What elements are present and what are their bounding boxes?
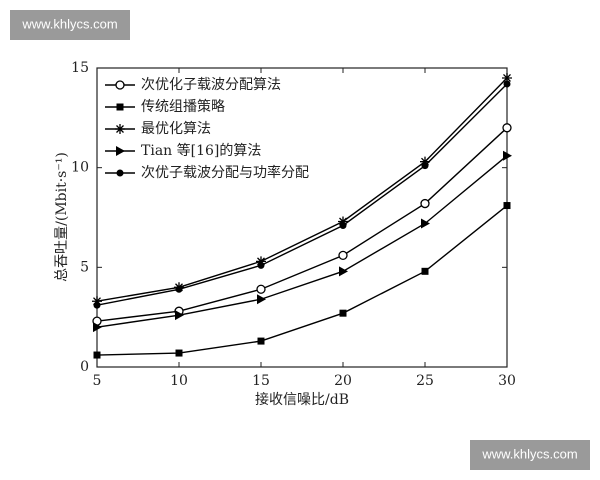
marker: [338, 216, 348, 227]
watermark-box: [10, 10, 130, 40]
watermark: www.khlycs.com: [481, 446, 577, 461]
series-line: [96, 204, 508, 356]
marker: [420, 156, 430, 167]
marker: [115, 124, 125, 134]
marker: [175, 310, 184, 321]
marker: [116, 169, 124, 177]
marker: [421, 162, 429, 170]
marker: [421, 267, 429, 275]
series-line: [96, 77, 508, 302]
series-line: [96, 127, 508, 322]
series-line: [96, 155, 508, 328]
y-axis-label: 总吞吐量/(Mbit·s⁻¹): [54, 152, 70, 282]
x-tick-label: 5: [93, 373, 102, 389]
marker: [256, 256, 266, 267]
y-tick-label: 0: [80, 359, 89, 375]
legend-label: Tian 等[16]的算法: [141, 142, 261, 159]
x-tick-label: 15: [252, 373, 270, 389]
legend-label: 次优子载波分配与功率分配: [141, 164, 309, 181]
marker: [116, 146, 125, 156]
marker: [93, 322, 102, 333]
series-line: [96, 83, 508, 306]
marker: [257, 337, 265, 345]
legend-label: 最优化算法: [141, 121, 211, 137]
marker: [339, 309, 347, 317]
watermark-box: [470, 440, 590, 470]
x-tick-label: 30: [498, 373, 516, 389]
marker: [93, 301, 101, 309]
x-axis-label: 接收信噪比/dB: [255, 391, 349, 408]
marker: [503, 80, 511, 88]
marker: [421, 218, 430, 229]
plot-frame: [96, 67, 508, 368]
legend-label: 传统组播策略: [141, 98, 225, 115]
marker: [175, 285, 183, 293]
marker: [420, 198, 430, 209]
x-tick-label: 10: [170, 373, 188, 389]
marker: [338, 250, 348, 261]
marker: [92, 296, 102, 307]
marker: [175, 349, 183, 357]
marker: [93, 351, 101, 359]
legend-label: 次优化子载波分配算法: [141, 77, 281, 93]
marker: [116, 103, 124, 111]
marker: [257, 294, 266, 305]
marker: [339, 266, 348, 277]
y-tick-label: 5: [80, 259, 89, 275]
x-tick-label: 20: [334, 373, 352, 389]
watermark: www.khlycs.com: [21, 16, 117, 31]
marker: [339, 221, 347, 229]
marker: [257, 261, 265, 269]
marker: [115, 80, 125, 90]
x-tick-label: 25: [416, 373, 434, 389]
y-tick-label: 10: [71, 160, 89, 176]
marker: [502, 72, 512, 83]
marker: [256, 284, 266, 294]
marker: [502, 123, 512, 133]
marker: [503, 202, 511, 210]
marker: [503, 150, 512, 161]
y-tick-label: 15: [71, 60, 89, 76]
